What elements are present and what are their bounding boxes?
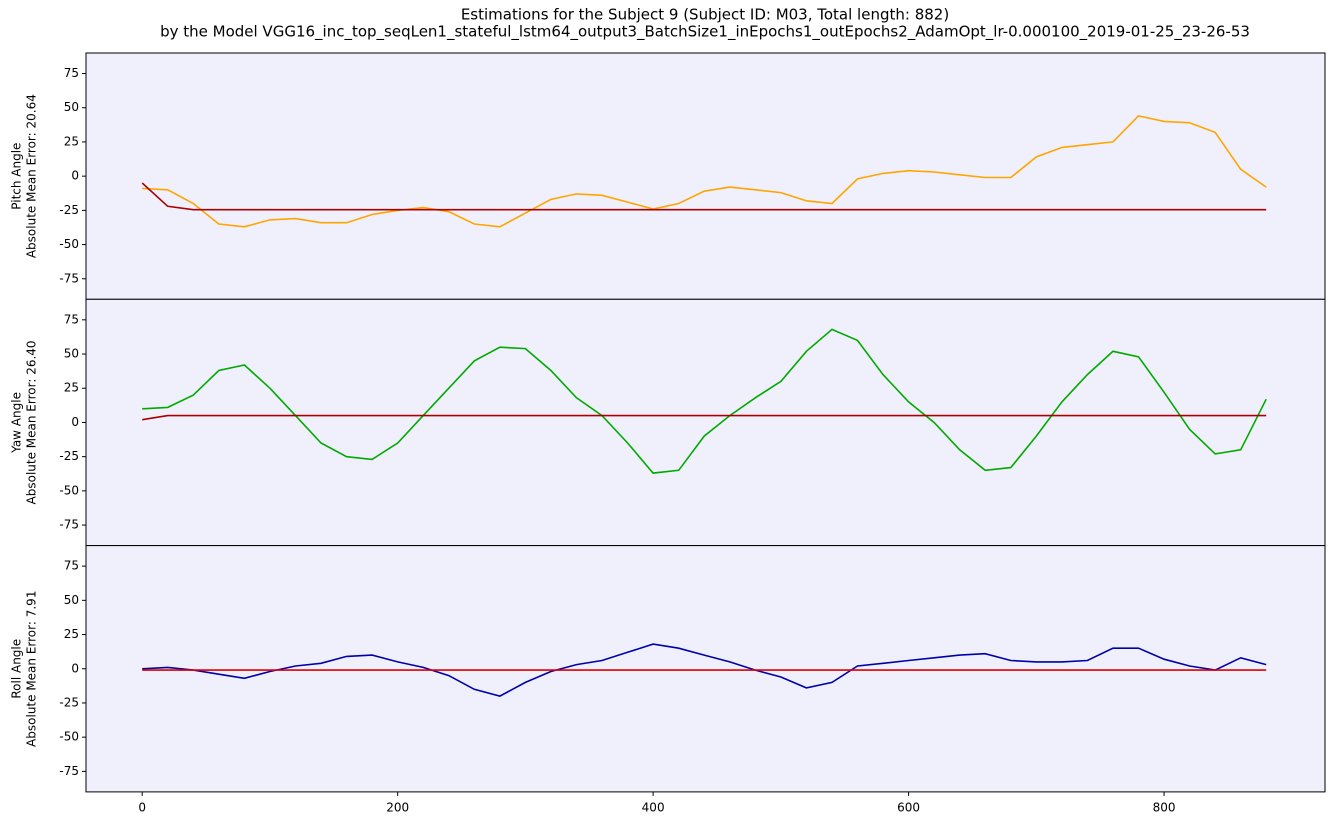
x-tick-label: 200	[386, 800, 409, 814]
y-tick-label: -75	[59, 271, 79, 285]
y-tick-label: 25	[64, 627, 79, 641]
y-tick-label: -75	[59, 518, 79, 532]
y-axis-label: Absolute Mean Error: 26.40	[25, 340, 39, 504]
y-tick-label: 0	[71, 415, 79, 429]
series-line	[141, 182, 1267, 211]
x-tick-label: 600	[897, 800, 920, 814]
y-tick-label: 0	[71, 169, 79, 183]
y-axis-label: Absolute Mean Error: 20.64	[25, 94, 39, 258]
y-tick-label: -50	[59, 237, 79, 251]
y-tick-label: 50	[64, 593, 79, 607]
plot-frame	[85, 545, 1326, 793]
plot-area	[86, 53, 1325, 300]
plot-area	[86, 299, 1325, 546]
y-tick-label: -25	[59, 695, 79, 709]
y-tick-label: 50	[64, 347, 79, 361]
series-line	[142, 328, 1267, 474]
y-tick-label: 25	[64, 134, 79, 148]
figure-title: Estimations for the Subject 9 (Subject I…	[461, 6, 949, 24]
y-axis-label: Roll Angle	[10, 639, 24, 699]
y-axis-label: Yaw Angle	[10, 392, 24, 454]
y-tick-label: -25	[59, 203, 79, 217]
y-tick-label: 75	[64, 559, 79, 573]
x-tick-label: 400	[642, 800, 665, 814]
series-line	[142, 643, 1267, 697]
y-tick-label: -50	[59, 730, 79, 744]
y-tick-label: 0	[71, 661, 79, 675]
y-tick-label: 25	[64, 381, 79, 395]
x-tick-label: 0	[138, 800, 146, 814]
y-tick-label: -50	[59, 483, 79, 497]
y-axis-label: Absolute Mean Error: 7.91	[25, 591, 39, 747]
y-tick-label: -75	[59, 764, 79, 778]
x-tick-label: 800	[1153, 800, 1176, 814]
y-tick-label: 75	[64, 312, 79, 326]
y-tick-label: -25	[59, 449, 79, 463]
figure-subtitle: by the Model VGG16_inc_top_seqLen1_state…	[160, 23, 1250, 42]
y-tick-label: 50	[64, 100, 79, 114]
series-line	[142, 414, 1267, 421]
y-tick-label: 75	[64, 66, 79, 80]
plot-area	[86, 545, 1325, 792]
series-line	[142, 115, 1267, 228]
y-axis-label: Pitch Angle	[10, 143, 24, 210]
